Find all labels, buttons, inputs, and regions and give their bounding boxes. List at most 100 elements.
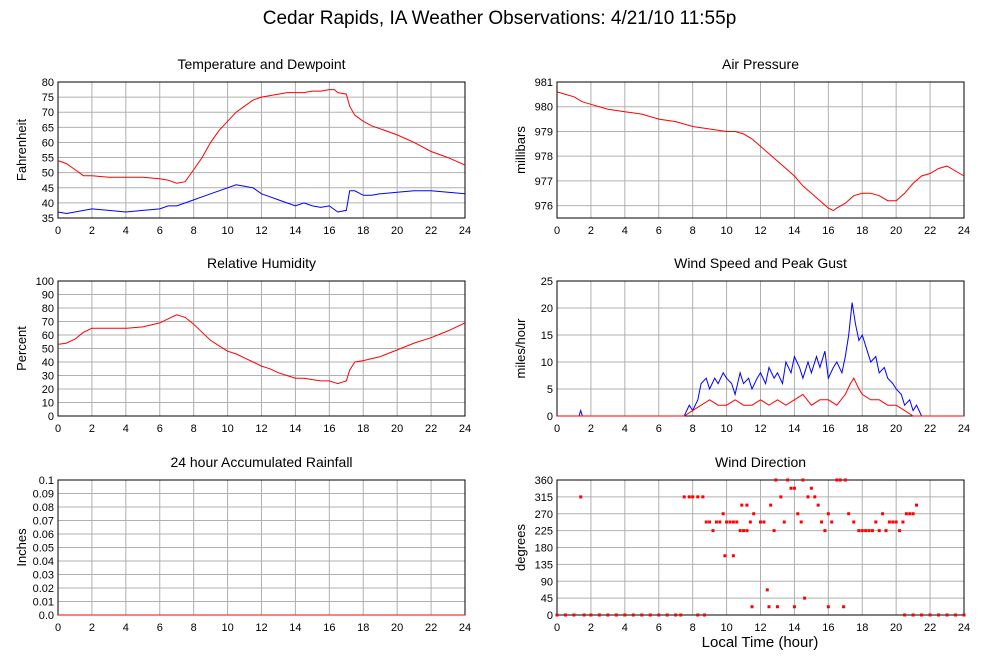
- x-tick-label: 18: [357, 423, 369, 435]
- scatter-point: [728, 520, 732, 524]
- y-tick-label: 0: [547, 411, 553, 423]
- y-tick-label: 0: [547, 610, 553, 622]
- scatter-point: [867, 529, 871, 533]
- x-tick-label: 10: [221, 225, 233, 237]
- y-tick-label: 15: [541, 330, 553, 342]
- x-tick-label: 24: [459, 225, 471, 237]
- scatter-point: [589, 613, 593, 617]
- x-tick-label: 22: [425, 622, 437, 634]
- scatter-point: [711, 529, 715, 533]
- scatter-point: [782, 520, 786, 524]
- x-tick-label: 22: [924, 423, 936, 435]
- x-tick-label: 24: [958, 622, 970, 634]
- scatter-point: [903, 613, 907, 617]
- chart-title: 24 hour Accumulated Rainfall: [170, 454, 352, 470]
- x-tick-label: 18: [856, 423, 868, 435]
- plot-frame: [556, 81, 965, 219]
- scatter-point: [898, 529, 902, 533]
- y-tick-label: 65: [42, 122, 54, 134]
- y-tick-label: 0.01: [33, 597, 54, 609]
- x-tick-label: 8: [690, 225, 696, 237]
- x-tick-label: 18: [856, 225, 868, 237]
- y-tick-label: 45: [541, 593, 553, 605]
- scatter-point: [775, 605, 779, 609]
- scatter-point: [826, 605, 830, 609]
- chart-title: Wind Direction: [715, 454, 806, 470]
- y-tick-label: 40: [42, 357, 54, 369]
- scatter-point: [742, 529, 746, 533]
- x-tick-label: 24: [958, 225, 970, 237]
- y-tick-label: 45: [42, 183, 54, 195]
- x-tick-label: 18: [856, 622, 868, 634]
- scatter-point: [731, 520, 735, 524]
- x-tick-label: 0: [554, 423, 560, 435]
- x-tick-label: 22: [924, 225, 936, 237]
- x-tick-label: 12: [754, 423, 766, 435]
- x-tick-label: 2: [89, 423, 95, 435]
- x-tick-label: 16: [822, 423, 834, 435]
- scatter-point: [915, 503, 919, 507]
- y-tick-label: 0.04: [33, 556, 54, 568]
- scatter-point: [786, 478, 790, 482]
- x-tick-label: 8: [191, 225, 197, 237]
- scatter-point: [682, 495, 686, 499]
- x-tick-label: 2: [588, 423, 594, 435]
- x-tick-label: 14: [289, 622, 301, 634]
- scatter-point: [911, 613, 915, 617]
- x-tick-label: 6: [157, 622, 163, 634]
- y-axis-label: millibars: [513, 126, 528, 174]
- y-tick-label: 20: [541, 303, 553, 315]
- x-tick-label: 8: [191, 423, 197, 435]
- y-tick-label: 75: [42, 92, 54, 104]
- scatter-point: [809, 486, 813, 490]
- scatter-point: [725, 520, 729, 524]
- x-tick-label: 0: [55, 622, 61, 634]
- scatter-point: [806, 495, 810, 499]
- chart-title: Temperature and Dewpoint: [177, 56, 345, 72]
- scatter-point: [937, 613, 941, 617]
- y-tick-label: 0: [48, 411, 54, 423]
- scatter-point: [803, 596, 807, 600]
- x-tick-label: 8: [191, 622, 197, 634]
- scatter-point: [860, 529, 864, 533]
- scatter-point: [582, 613, 586, 617]
- y-tick-label: 50: [42, 168, 54, 180]
- scatter-point: [908, 512, 912, 516]
- x-tick-label: 16: [323, 423, 335, 435]
- scatter-point: [864, 529, 868, 533]
- x-tick-label: 10: [720, 225, 732, 237]
- x-tick-label: 0: [554, 622, 560, 634]
- scatter-point: [928, 613, 932, 617]
- x-tick-label: 14: [788, 622, 800, 634]
- scatter-point: [738, 529, 742, 533]
- y-tick-label: 225: [535, 526, 553, 538]
- scatter-point: [762, 520, 766, 524]
- x-tick-label: 22: [425, 225, 437, 237]
- x-tick-label: 24: [459, 622, 471, 634]
- x-tick-label: 10: [720, 622, 732, 634]
- scatter-point: [779, 495, 783, 499]
- y-tick-label: 80: [42, 303, 54, 315]
- scatter-point: [704, 520, 708, 524]
- x-tick-label: 22: [924, 622, 936, 634]
- scatter-point: [555, 613, 559, 617]
- x-tick-label: 14: [289, 225, 301, 237]
- x-tick-label: 10: [720, 423, 732, 435]
- y-axis-label: Inches: [14, 528, 29, 567]
- x-tick-label: 12: [255, 423, 267, 435]
- y-tick-label: 70: [42, 317, 54, 329]
- scatter-point: [901, 520, 905, 524]
- y-tick-label: 981: [535, 77, 553, 89]
- x-tick-label: 2: [89, 622, 95, 634]
- y-tick-label: 100: [36, 276, 54, 288]
- scatter-point: [597, 613, 601, 617]
- x-tick-label: 4: [622, 225, 628, 237]
- scatter-point: [691, 495, 695, 499]
- scatter-point: [870, 529, 874, 533]
- y-tick-label: 180: [535, 543, 553, 555]
- plot-frame: [556, 479, 965, 616]
- scatter-point: [884, 529, 888, 533]
- y-tick-label: 0.02: [33, 583, 54, 595]
